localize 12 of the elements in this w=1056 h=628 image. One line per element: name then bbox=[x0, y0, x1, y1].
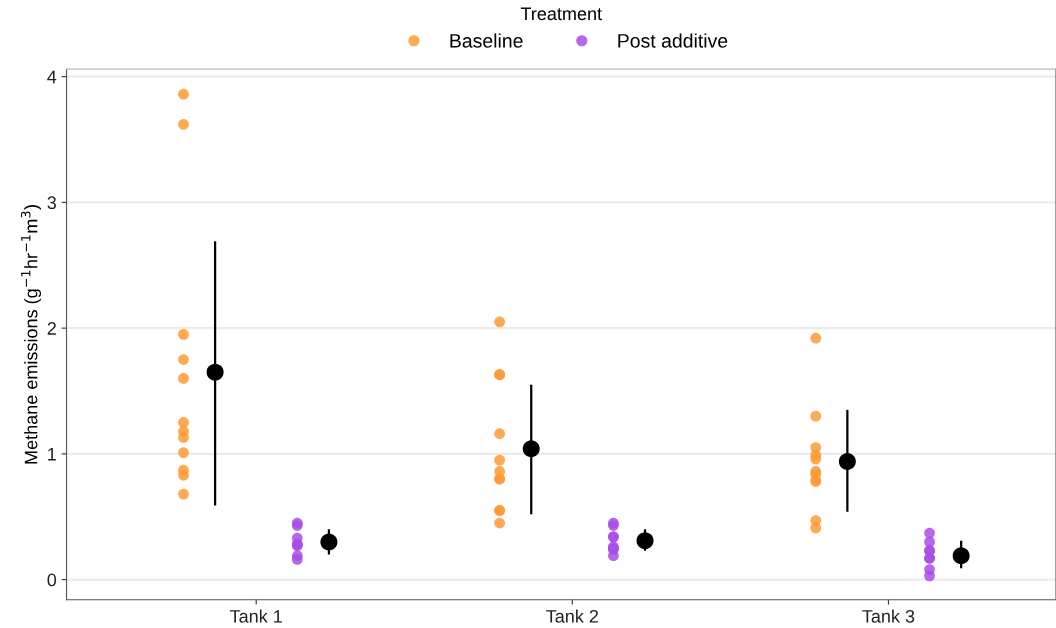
legend-title: Treatment bbox=[520, 7, 602, 21]
legend-label: Post additive bbox=[618, 33, 728, 48]
y-axis-title: Methane emissions (g$^{−1}$hr$^{−1}$m$^{3}$) bbox=[20, 205, 42, 464]
y-tick-label: 1 bbox=[48, 447, 56, 461]
x-tick-label: Tank 2 bbox=[546, 609, 599, 623]
y-tick-label: 4 bbox=[47, 70, 57, 84]
y-tick-label: 2 bbox=[47, 322, 56, 335]
y-tick-label: 0 bbox=[47, 573, 57, 587]
x-tick-label: Tank 3 bbox=[862, 609, 915, 623]
x-tick-label: Tank 1 bbox=[230, 609, 282, 623]
legend-label: Baseline bbox=[450, 33, 523, 48]
y-tick-label: 3 bbox=[47, 196, 57, 210]
